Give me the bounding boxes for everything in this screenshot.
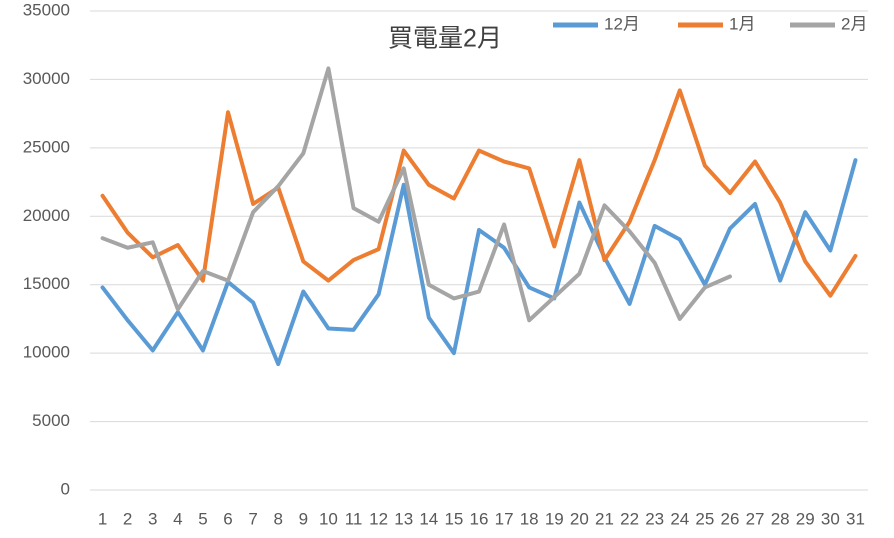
line-series <box>100 88 858 298</box>
x-tick-label: 21 <box>595 509 614 528</box>
x-tick-label: 30 <box>821 509 840 528</box>
x-tick-label: 1 <box>98 509 107 528</box>
y-tick-label: 0 <box>61 479 70 498</box>
x-tick-label: 29 <box>796 509 815 528</box>
x-tick-label: 7 <box>248 509 257 528</box>
x-tick-label: 28 <box>771 509 790 528</box>
x-tick-label: 17 <box>495 509 514 528</box>
x-tick-label: 15 <box>444 509 463 528</box>
x-tick-label: 19 <box>545 509 564 528</box>
legend-label: 2月 <box>841 14 867 33</box>
x-tick-label: 16 <box>470 509 489 528</box>
x-tick-label: 26 <box>721 509 740 528</box>
x-tick-label: 2 <box>123 509 132 528</box>
x-tick-label: 25 <box>695 509 714 528</box>
x-tick-label: 23 <box>645 509 664 528</box>
legend-label: 1月 <box>729 14 755 33</box>
x-tick-label: 12 <box>369 509 388 528</box>
x-tick-label: 10 <box>319 509 338 528</box>
x-tick-label: 4 <box>173 509 182 528</box>
y-tick-label: 35000 <box>23 0 70 19</box>
x-tick-label: 3 <box>148 509 157 528</box>
y-tick-label: 10000 <box>23 343 70 362</box>
x-tick-label: 24 <box>670 509 689 528</box>
x-tick-label: 5 <box>198 509 207 528</box>
y-tick-label: 15000 <box>23 274 70 293</box>
x-tick-label: 14 <box>419 509 438 528</box>
x-tick-label: 18 <box>520 509 539 528</box>
line-series <box>100 66 732 323</box>
x-tick-label: 11 <box>345 509 363 528</box>
x-tick-label: 8 <box>273 509 282 528</box>
x-tick-label: 31 <box>846 509 865 528</box>
x-tick-label: 27 <box>746 509 765 528</box>
y-tick-label: 25000 <box>23 137 70 156</box>
x-tick-label: 9 <box>299 509 308 528</box>
chart-title: 買電量2月 <box>388 25 502 53</box>
y-tick-label: 20000 <box>23 206 70 225</box>
x-tick-label: 13 <box>394 509 413 528</box>
y-tick-label: 5000 <box>32 411 70 430</box>
x-tick-label: 22 <box>620 509 639 528</box>
legend-label: 12月 <box>604 14 640 33</box>
x-tick-label: 6 <box>223 509 232 528</box>
y-tick-label: 30000 <box>23 69 70 88</box>
x-tick-label: 20 <box>570 509 589 528</box>
